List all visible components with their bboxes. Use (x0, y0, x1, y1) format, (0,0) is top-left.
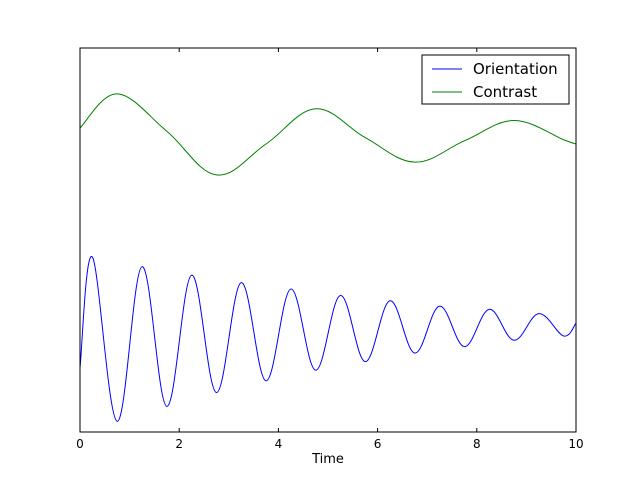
x-tick-label: 8 (473, 437, 481, 451)
series-line-contrast (79, 93, 577, 176)
legend-box (421, 54, 570, 105)
x-tick-label: 0 (76, 437, 84, 451)
x-tick-label: 6 (374, 437, 382, 451)
plot-area (80, 48, 576, 432)
plot-frame (79, 47, 577, 433)
legend: Orientation Contrast (421, 54, 570, 105)
x-tick-label: 2 (175, 437, 183, 451)
x-axis-label: Time (311, 452, 344, 467)
series-line-orientation (79, 256, 577, 422)
x-ticks: 0 2 4 6 8 10 (76, 48, 584, 451)
legend-label-orientation: Orientation (473, 60, 558, 78)
legend-label-contrast: Contrast (473, 83, 537, 101)
series-layer (79, 93, 577, 422)
x-tick-label: 4 (275, 437, 283, 451)
x-tick-label: 10 (568, 437, 583, 451)
